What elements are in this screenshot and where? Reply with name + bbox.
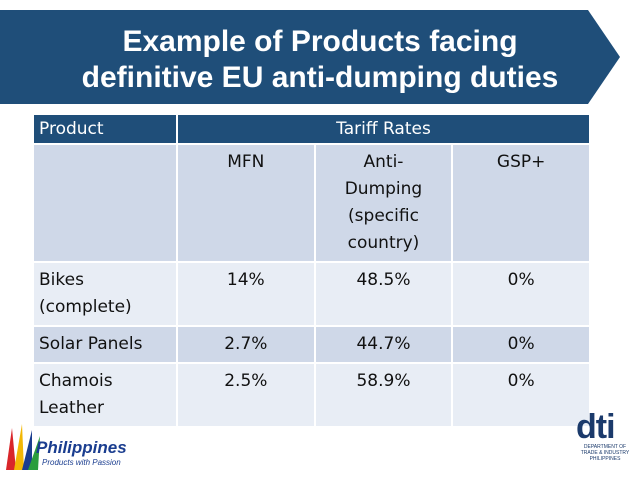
table-row: Solar Panels 2.7% 44.7% 0% (32, 325, 591, 364)
slide-title-line-1: Example of Products facing (122, 25, 518, 58)
gsp-cell: 0% (451, 362, 591, 428)
subheader-anti-dumping: Anti-Dumping (specific country) (313, 143, 454, 263)
title-banner: Example of Products facing definitive EU… (0, 10, 620, 104)
philippines-word: Philippines (36, 438, 127, 457)
subheader-gsp: GSP+ (451, 143, 591, 263)
philippines-tagline: Products with Passion (42, 458, 121, 467)
philippines-logo: Philippines Products with Passion (2, 420, 127, 476)
header-product: Product (32, 113, 178, 145)
anti-dumping-cell: 58.9% (313, 362, 454, 428)
product-cell: Chamois Leather (32, 362, 178, 428)
dti-mark: dti (576, 408, 616, 446)
table-row: Chamois Leather 2.5% 58.9% 0% (32, 362, 591, 428)
dti-logo: dti DEPARTMENT OF TRADE & INDUSTRY PHILI… (576, 410, 634, 476)
slide-title-line-2: definitive EU anti-dumping duties (81, 61, 559, 94)
philippines-logo-graphic (6, 424, 40, 470)
tariff-table: Product Tariff Rates MFN Anti-Dumping (s… (32, 113, 591, 428)
table-row: Bikes (complete) 14% 48.5% 0% (32, 261, 591, 327)
mfn-cell: 2.5% (176, 362, 316, 428)
dti-department-text: DEPARTMENT OF TRADE & INDUSTRY PHILIPPIN… (580, 444, 630, 462)
anti-dumping-cell: 44.7% (313, 325, 454, 364)
subheader-mfn: MFN (176, 143, 316, 263)
subheader-row: MFN Anti-Dumping (specific country) GSP+ (32, 143, 591, 263)
banner-shape (0, 10, 620, 104)
gsp-cell: 0% (451, 325, 591, 364)
anti-dumping-cell: 48.5% (313, 261, 454, 327)
product-cell: Bikes (complete) (32, 261, 178, 327)
mfn-cell: 2.7% (176, 325, 316, 364)
gsp-cell: 0% (451, 261, 591, 327)
product-cell: Solar Panels (32, 325, 178, 364)
subheader-empty-cell (32, 143, 178, 263)
header-row: Product Tariff Rates (32, 113, 591, 145)
slide-title: Example of Products facing definitive EU… (40, 24, 600, 96)
header-tariff-rates: Tariff Rates (176, 113, 591, 145)
mfn-cell: 14% (176, 261, 316, 327)
